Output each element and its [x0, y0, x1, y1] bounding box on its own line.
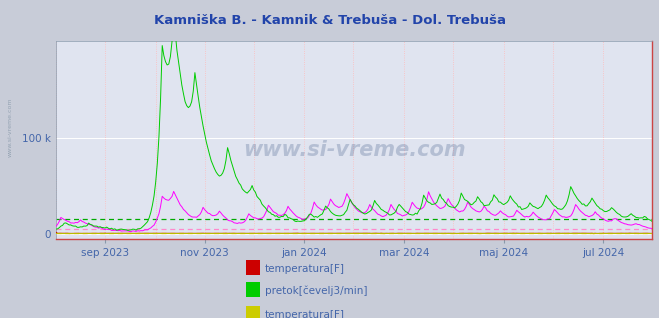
Text: Kamniška B. - Kamnik & Trebuša - Dol. Trebuša: Kamniška B. - Kamnik & Trebuša - Dol. Tr… — [154, 14, 505, 27]
Text: temperatura[F]: temperatura[F] — [265, 310, 345, 318]
Text: pretok[čevelj3/min]: pretok[čevelj3/min] — [265, 286, 368, 296]
Text: temperatura[F]: temperatura[F] — [265, 264, 345, 274]
Text: www.si-vreme.com: www.si-vreme.com — [8, 97, 13, 157]
Text: www.si-vreme.com: www.si-vreme.com — [243, 140, 465, 160]
